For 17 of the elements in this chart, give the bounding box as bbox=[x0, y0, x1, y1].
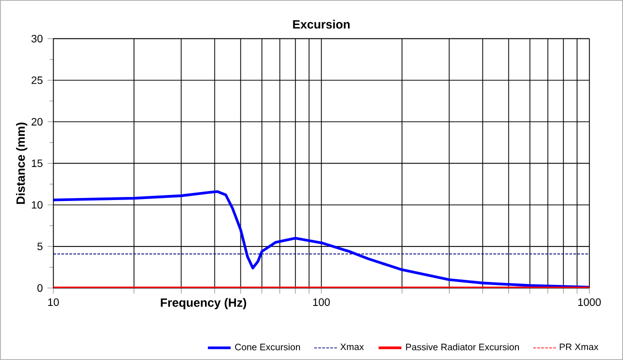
y-tick-label: 15 bbox=[32, 160, 42, 168]
y-axis-title: Distance (mm) bbox=[16, 122, 28, 204]
x-tick-label: 10 bbox=[48, 298, 59, 306]
y-tick-label: 25 bbox=[32, 76, 42, 84]
y-tick-label: 0 bbox=[37, 284, 43, 292]
x-axis-title: Frequency (Hz) bbox=[160, 298, 246, 310]
chart-title: Excursion bbox=[293, 20, 350, 29]
y-tick-label: 10 bbox=[32, 201, 43, 209]
y-tick-label: 20 bbox=[32, 118, 43, 126]
y-tick-label: 5 bbox=[37, 242, 42, 250]
legend-label: PR Xmax bbox=[560, 344, 598, 350]
x-tick-label: 100 bbox=[313, 298, 330, 306]
x-tick-label: 1000 bbox=[578, 298, 601, 306]
y-tick-label: 30 bbox=[31, 34, 43, 42]
legend-label: Passive Radiator Excursion bbox=[406, 343, 519, 350]
legend-label: Cone Excursion bbox=[235, 343, 300, 350]
legend-label: Xmax bbox=[340, 344, 364, 350]
